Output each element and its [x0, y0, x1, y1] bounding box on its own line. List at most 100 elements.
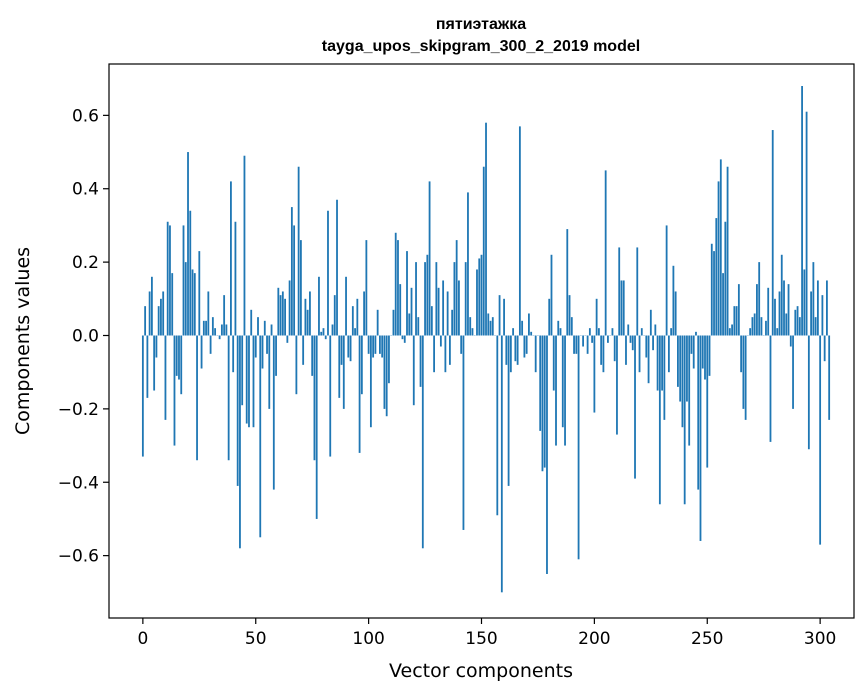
bar-49	[252, 335, 255, 428]
bar-42	[236, 335, 239, 486]
bar-18	[182, 225, 185, 336]
bar-303	[826, 280, 828, 336]
bar-41	[234, 221, 237, 336]
bar-221	[640, 328, 643, 336]
bar-274	[760, 317, 763, 336]
bar-238	[679, 335, 682, 402]
bar-104	[376, 309, 379, 336]
bar-34	[218, 335, 221, 340]
bar-51	[257, 317, 259, 336]
bar-198	[588, 328, 591, 336]
bar-70	[299, 240, 302, 336]
bar-258	[724, 221, 727, 336]
bar-12	[169, 225, 171, 336]
bar-229	[658, 335, 661, 505]
bar-38	[227, 335, 230, 461]
bar-87	[338, 335, 341, 398]
bar-211	[618, 247, 621, 336]
bar-159	[500, 335, 503, 593]
bar-293	[803, 269, 806, 336]
bar-32	[214, 328, 217, 336]
bar-0	[141, 335, 144, 457]
bar-167	[518, 126, 521, 336]
bar-192	[575, 335, 578, 354]
bar-144	[467, 192, 469, 336]
bar-145	[469, 317, 472, 336]
bar-292	[801, 86, 803, 336]
bar-276	[765, 320, 767, 336]
bar-30	[209, 335, 212, 354]
bar-248	[701, 335, 704, 369]
bar-254	[715, 218, 718, 336]
bar-154	[489, 320, 492, 336]
bar-181	[550, 254, 553, 336]
bar-172	[530, 331, 533, 336]
bar-129	[433, 335, 435, 373]
x-tick-label: 0	[137, 629, 148, 649]
y-tick-label: −0.4	[58, 473, 99, 493]
bar-290	[796, 306, 799, 336]
bar-240	[683, 335, 686, 505]
bar-280	[774, 298, 776, 336]
x-tick-label: 50	[245, 629, 267, 649]
bar-304	[828, 335, 831, 420]
bar-216	[629, 335, 632, 343]
bar-111	[392, 309, 395, 336]
bar-125	[424, 262, 426, 336]
bar-126	[426, 254, 429, 336]
bar-269	[749, 328, 752, 336]
bar-25	[198, 251, 201, 336]
bar-54	[263, 320, 266, 336]
bar-134	[444, 335, 447, 373]
bar-133	[442, 280, 445, 336]
bar-237	[677, 335, 679, 387]
bar-112	[394, 232, 397, 336]
bar-106	[381, 335, 384, 358]
bar-46	[245, 335, 248, 424]
bar-273	[758, 262, 761, 336]
bar-245	[695, 331, 697, 336]
bar-241	[686, 335, 688, 402]
y-tick-label: 0.4	[72, 180, 99, 200]
bar-291	[798, 317, 801, 336]
bars-group	[141, 86, 831, 593]
bar-117	[406, 251, 408, 336]
bar-130	[435, 262, 438, 336]
bar-102	[372, 335, 375, 358]
bar-165	[514, 335, 517, 362]
bar-260	[728, 328, 731, 336]
bar-152	[485, 122, 487, 336]
bar-231	[663, 335, 666, 420]
bar-35	[220, 324, 223, 336]
bar-236	[674, 291, 677, 336]
bar-249	[704, 335, 706, 380]
bar-271	[753, 313, 756, 336]
bar-266	[742, 335, 745, 409]
bar-15	[175, 335, 178, 376]
bar-68	[295, 335, 298, 395]
bar-298	[814, 317, 817, 336]
bar-98	[363, 291, 366, 336]
bar-122	[417, 317, 420, 336]
bar-96	[358, 335, 361, 453]
bar-193	[577, 335, 580, 560]
bar-197	[586, 335, 589, 354]
bar-182	[552, 335, 555, 391]
bar-31	[211, 317, 214, 336]
plot-frame	[108, 63, 855, 619]
bar-24	[196, 335, 198, 461]
bar-56	[268, 335, 271, 409]
bar-142	[462, 335, 465, 530]
x-axis-label: Vector components	[389, 660, 573, 682]
bar-50	[254, 335, 257, 358]
bar-1	[144, 306, 147, 336]
bar-85	[333, 295, 336, 336]
bar-208	[611, 328, 614, 336]
bar-116	[403, 335, 406, 343]
bar-178	[543, 335, 546, 468]
bar-205	[604, 170, 607, 336]
bar-234	[670, 328, 673, 336]
bar-136	[448, 335, 451, 365]
bar-57	[270, 324, 273, 336]
bar-140	[458, 280, 460, 336]
